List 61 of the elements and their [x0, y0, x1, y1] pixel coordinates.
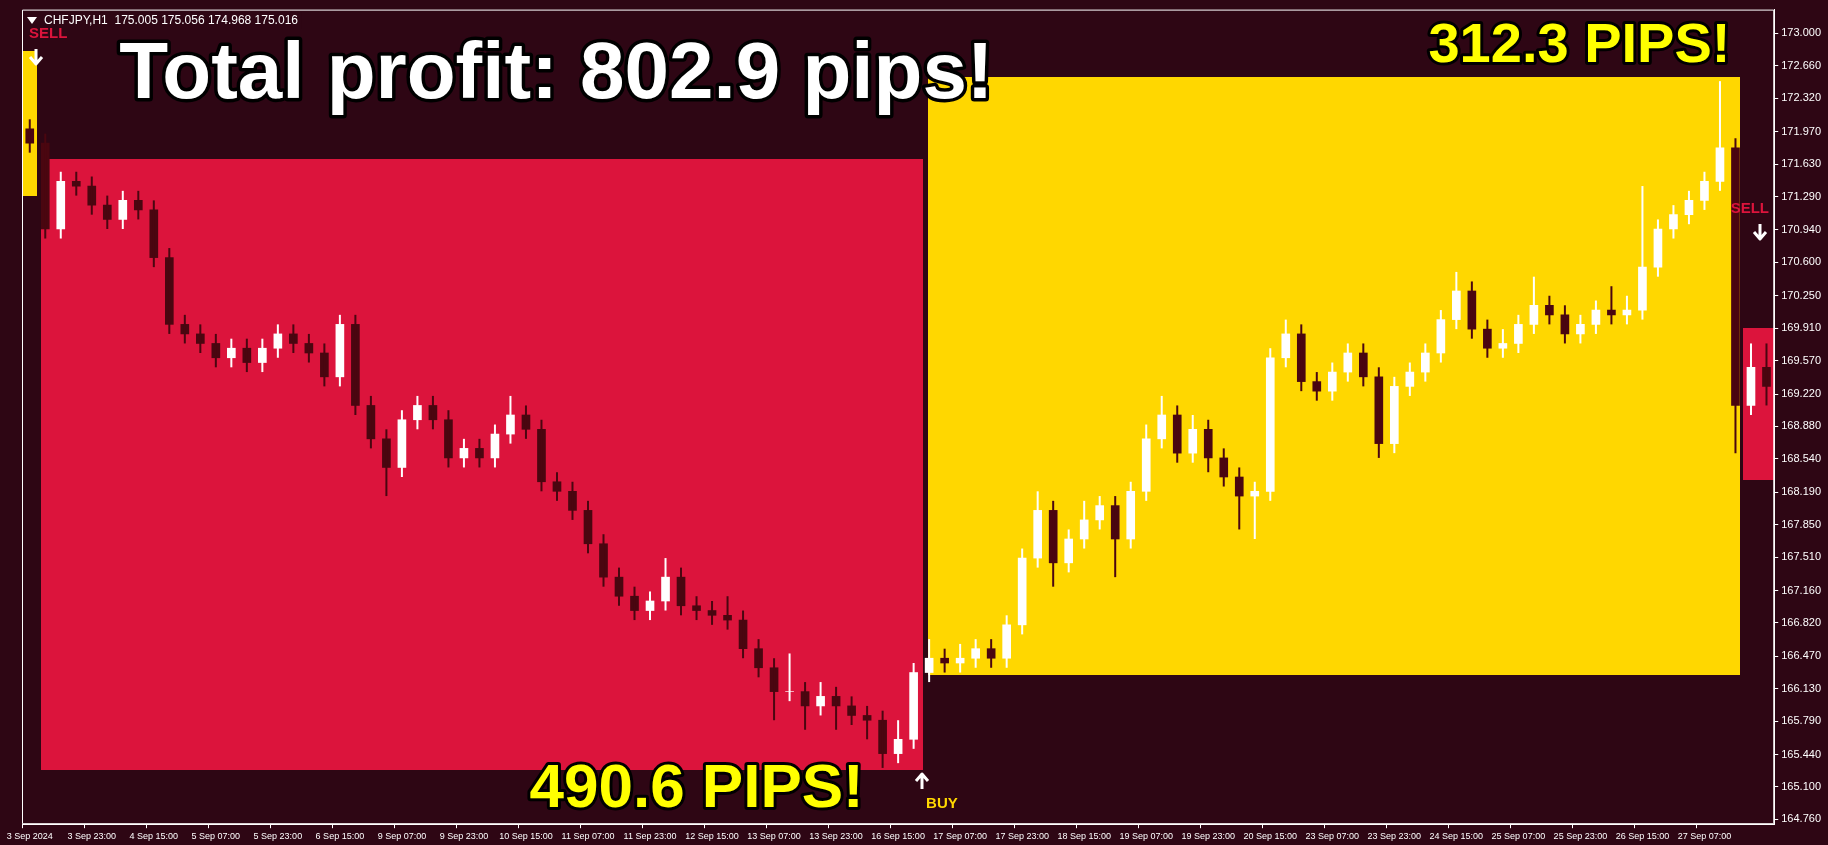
y-tick-label: 167.510 [1781, 550, 1821, 563]
y-tick-label: 171.970 [1781, 124, 1821, 137]
x-tick-label: 19 Sep 07:00 [1119, 831, 1173, 842]
x-tick-label: 9 Sep 07:00 [377, 831, 427, 842]
annotation: SELL [29, 24, 68, 42]
x-tick-label: 23 Sep 23:00 [1367, 831, 1422, 842]
x-tick-label: 5 Sep 23:00 [253, 831, 303, 842]
x-tick-label: 12 Sep 15:00 [685, 831, 739, 842]
y-tick-label: 166.130 [1781, 681, 1821, 694]
y-tick-label: 166.820 [1781, 615, 1821, 628]
x-tick-label: 5 Sep 07:00 [191, 831, 241, 842]
y-tick-label: 165.100 [1781, 780, 1821, 793]
y-tick-label: 170.940 [1781, 222, 1821, 235]
x-tick-label: 24 Sep 15:00 [1429, 831, 1484, 842]
y-tick-label: 168.880 [1781, 419, 1821, 432]
x-tick-label: 27 Sep 07:00 [1677, 831, 1732, 842]
x-tick-label: 25 Sep 07:00 [1491, 831, 1546, 842]
x-tick-label: 20 Sep 15:00 [1243, 831, 1298, 842]
x-tick-label: 3 Sep 2024 [6, 831, 53, 842]
annotation: 312.3 PIPS! [1428, 10, 1731, 74]
y-tick-label: 164.760 [1781, 812, 1821, 825]
x-tick-label: 6 Sep 15:00 [315, 831, 365, 842]
candlestick [785, 652, 794, 703]
y-tick-label: 165.790 [1781, 714, 1821, 727]
x-tick-label: 4 Sep 15:00 [129, 831, 179, 842]
annotation: 490.6 PIPS! [529, 751, 864, 821]
x-tick-label: 18 Sep 15:00 [1057, 831, 1111, 842]
chart-title: CHFJPY,H1 175.005 175.056 174.968 175.016 [44, 12, 299, 27]
y-tick-label: 171.630 [1781, 157, 1821, 170]
x-tick-label: 9 Sep 23:00 [439, 831, 489, 842]
y-tick-label: 167.160 [1781, 583, 1821, 596]
x-tick-label: 25 Sep 23:00 [1553, 831, 1608, 842]
x-tick-label: 13 Sep 23:00 [809, 831, 863, 842]
y-tick-label: 169.220 [1781, 387, 1821, 400]
x-tick-label: 11 Sep 23:00 [623, 831, 677, 842]
y-tick-label: 166.470 [1781, 649, 1821, 662]
x-tick-label: 23 Sep 07:00 [1305, 831, 1360, 842]
x-tick-label: 10 Sep 15:00 [499, 831, 553, 842]
y-tick-label: 168.190 [1781, 485, 1821, 498]
annotation: SELL [1730, 199, 1769, 217]
y-tick-label: 169.570 [1781, 353, 1821, 366]
x-tick-label: 13 Sep 07:00 [747, 831, 801, 842]
y-tick-label: 172.660 [1781, 58, 1821, 71]
annotation: Total profit: 802.9 pips! [119, 26, 994, 116]
y-tick-label: 172.320 [1781, 91, 1821, 104]
annotation: BUY [926, 793, 958, 811]
x-tick-label: 17 Sep 23:00 [995, 831, 1049, 842]
y-tick-label: 170.250 [1781, 288, 1821, 301]
x-tick-label: 16 Sep 15:00 [871, 831, 925, 842]
x-tick-label: 3 Sep 23:00 [67, 831, 117, 842]
y-tick-label: 165.440 [1781, 747, 1821, 760]
y-tick-label: 170.600 [1781, 255, 1821, 268]
y-tick-label: 171.290 [1781, 189, 1821, 202]
x-tick-label: 26 Sep 15:00 [1615, 831, 1670, 842]
x-tick-label: 17 Sep 07:00 [933, 831, 987, 842]
y-tick-label: 168.540 [1781, 451, 1821, 464]
y-tick-label: 173.000 [1781, 26, 1821, 39]
x-tick-label: 19 Sep 23:00 [1181, 831, 1236, 842]
y-tick-label: 169.910 [1781, 321, 1821, 334]
x-tick-label: 11 Sep 07:00 [561, 831, 615, 842]
y-tick-label: 167.850 [1781, 517, 1821, 530]
